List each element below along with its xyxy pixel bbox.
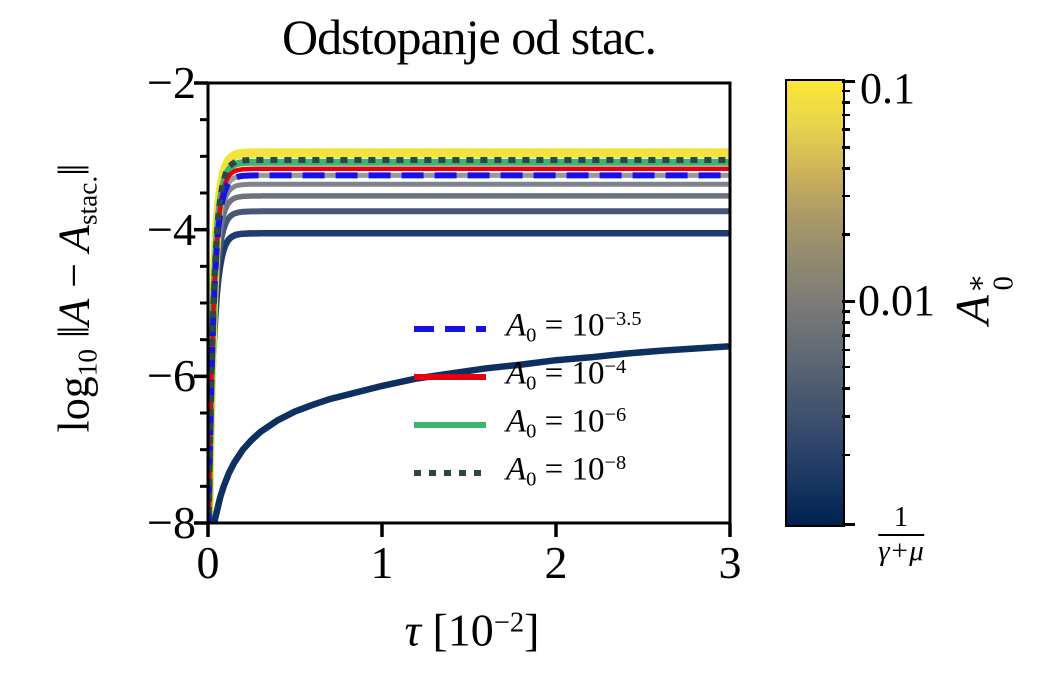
cb-label-A: A <box>946 295 1000 325</box>
curve-A0-1e-4-red <box>209 166 729 522</box>
curve-A0star-smallest-plateau <box>209 230 729 522</box>
ylabel-stac-sub: stac. <box>72 175 103 226</box>
colorbar-major-tick <box>842 522 855 526</box>
colorbar-minor-tick <box>842 146 850 149</box>
curve-A0-1e-3.5-blue-dashed <box>209 172 729 522</box>
y-tick-label: −6 <box>147 350 196 402</box>
colorbar-minor-tick <box>842 321 850 324</box>
colorbar <box>785 79 845 527</box>
curve-A0-1e-8-dark-dotted <box>209 157 729 522</box>
ylabel-norm-open: ‖ <box>49 325 99 350</box>
curve-A0star-mid3 <box>209 193 729 522</box>
xlabel-close: ] <box>524 604 540 656</box>
legend-swatch-solid-2 <box>414 422 486 428</box>
legend-label-2: A0 = 10−6 <box>506 403 627 443</box>
ylabel-log: log <box>49 376 99 433</box>
legend-swatch-dashed-0 <box>414 326 486 332</box>
xlabel-tau: τ <box>404 604 421 656</box>
colorbar-tick-label-bottom: 1 γ+μ <box>878 503 924 568</box>
y-tick-label: −4 <box>147 203 196 255</box>
xlabel-open: [10 <box>420 604 494 656</box>
x-tick-label: 3 <box>718 537 742 588</box>
ylabel-minus: − <box>49 251 99 299</box>
ylabel-A2: A <box>49 225 99 252</box>
y-tick-label: −8 <box>147 497 196 548</box>
colorbar-tick-label-mid: 0.01 <box>858 276 935 325</box>
curve-A0star-mid4 <box>209 208 729 522</box>
colorbar-minor-tick <box>842 128 850 131</box>
curve-A0-1e-6-green <box>209 158 729 522</box>
colorbar-minor-tick <box>842 113 850 117</box>
y-axis-label: log10 ‖A − Astac.‖ <box>48 163 103 432</box>
colorbar-minor-tick <box>842 453 850 457</box>
x-tick-label: 0 <box>196 537 220 588</box>
x-axis-label: τ [10−2] <box>405 604 540 657</box>
colorbar-axis-label: A ∗ 0 <box>946 273 1021 325</box>
xlabel-exp: −2 <box>493 607 525 639</box>
legend-label-3: A0 = 10−8 <box>506 451 627 491</box>
fraction-denominator: γ+μ <box>878 535 924 567</box>
fraction-numerator: 1 <box>878 503 924 536</box>
colorbar-minor-tick <box>842 89 850 93</box>
colorbar-minor-tick <box>842 348 850 352</box>
x-tick-label: 1 <box>370 537 394 588</box>
colorbar-minor-tick <box>842 101 850 104</box>
colorbar-major-tick <box>842 79 855 83</box>
plot-title: Odstopanje od stac. <box>282 9 657 65</box>
legend-swatch-solid-1 <box>414 374 486 380</box>
ylabel-norm-close: ‖ <box>49 163 99 176</box>
colorbar-minor-tick <box>842 334 850 337</box>
legend-label-1: A0 = 10−4 <box>506 355 627 395</box>
curve-A0star-1-over-gamma-plus-mu <box>211 343 729 522</box>
curve-A0star-0.1-yellow <box>209 148 729 522</box>
colorbar-minor-tick <box>842 415 850 418</box>
ylabel-log-sub: 10 <box>72 349 103 377</box>
cb-label-sub: 0 <box>988 276 1021 291</box>
colorbar-minor-tick <box>842 233 850 236</box>
legend-swatch-dotted-3 <box>414 470 486 476</box>
curve-A0star-mid2 <box>209 181 729 522</box>
ylabel-A: A <box>49 298 99 326</box>
colorbar-minor-tick <box>842 194 850 198</box>
colorbar-minor-tick <box>842 167 850 170</box>
y-tick-label: −2 <box>147 57 196 108</box>
colorbar-major-tick <box>842 299 855 303</box>
colorbar-tick-label-top: 0.1 <box>860 64 915 113</box>
legend-label-0: A0 = 10−3.5 <box>506 307 642 347</box>
cb-label-sup: ∗ <box>960 273 993 294</box>
x-tick-label: 2 <box>544 537 568 588</box>
colorbar-minor-tick <box>842 387 850 390</box>
colorbar-minor-tick <box>842 365 850 369</box>
colorbar-minor-tick <box>842 310 850 313</box>
